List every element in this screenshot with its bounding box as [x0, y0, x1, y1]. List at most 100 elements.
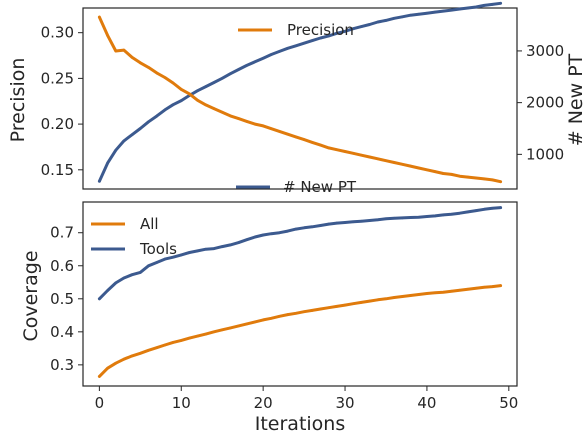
all-point	[401, 295, 404, 298]
new-pt-point	[245, 64, 249, 67]
all-point	[409, 294, 412, 297]
new-pt-point	[482, 4, 486, 7]
precision-tick-label: 0.20	[41, 115, 74, 133]
tools-point	[401, 216, 404, 220]
all-point	[204, 332, 208, 336]
new-pt-point	[442, 9, 445, 13]
precision-point	[311, 141, 314, 144]
precision-point	[466, 175, 470, 179]
new-pt-point	[204, 85, 208, 88]
new-pt-point	[139, 127, 142, 130]
precision-point	[442, 172, 445, 175]
new-pt-legend: # New PT	[236, 178, 357, 196]
new-pt-point	[278, 50, 281, 53]
all-point	[155, 346, 158, 350]
all-point	[220, 328, 224, 332]
precision-point	[237, 117, 240, 120]
new-pt-point	[474, 5, 478, 9]
coverage-legend: All Tools	[91, 215, 177, 258]
tools-point	[417, 215, 421, 219]
precision-point	[122, 48, 126, 52]
new-pt-point	[155, 114, 158, 118]
all-point	[499, 284, 502, 287]
all-point	[384, 297, 388, 301]
all-point	[278, 315, 281, 318]
all-point	[130, 354, 134, 358]
new-pt-axis-ticks: 1000 2000 3000	[517, 42, 564, 163]
precision-point	[319, 143, 322, 147]
all-point	[171, 341, 175, 344]
all-point	[392, 296, 396, 299]
new-pt-point	[384, 19, 388, 22]
all-point	[294, 312, 298, 315]
new-pt-point	[212, 81, 216, 84]
precision-point	[270, 127, 273, 130]
tools-point	[482, 208, 486, 211]
tools-point	[474, 209, 478, 212]
all-point	[417, 293, 421, 296]
precision-series-line	[97, 15, 503, 184]
tools-point	[147, 264, 150, 268]
new-pt-series-line	[97, 1, 503, 183]
new-pt-point	[114, 148, 118, 152]
precision-point	[229, 114, 232, 118]
precision-point	[286, 132, 290, 136]
precision-plot-frame	[82, 7, 518, 190]
precision-point	[335, 148, 339, 151]
new-pt-point	[392, 17, 396, 20]
tools-point	[270, 232, 273, 235]
precision-tick-label: 0.15	[41, 161, 74, 179]
precision-point	[474, 176, 478, 180]
new-pt-point	[466, 6, 470, 10]
precision-point	[368, 155, 371, 159]
coverage-panel-series	[97, 206, 503, 378]
all-point	[114, 361, 118, 365]
new-pt-point	[122, 139, 126, 143]
new-pt-axis-label: # New PT	[565, 53, 587, 146]
tools-point	[302, 226, 306, 230]
all-point	[335, 305, 339, 308]
new-pt-point	[491, 3, 494, 6]
new-pt-point	[220, 77, 224, 80]
all-point	[106, 366, 109, 370]
tools-point	[458, 211, 462, 215]
tools-point	[294, 227, 298, 231]
new-pt-point	[311, 39, 314, 42]
all-point	[180, 339, 183, 342]
precision-point	[139, 61, 142, 65]
tools-point	[319, 224, 322, 227]
iterations-axis-label: Iterations	[255, 413, 346, 435]
precision-point	[278, 130, 281, 133]
precision-point	[409, 164, 412, 168]
precision-point	[499, 180, 502, 183]
tools-point	[360, 219, 363, 223]
precision-point	[343, 150, 347, 153]
tools-point	[343, 221, 347, 224]
all-point	[425, 292, 429, 295]
all-point	[253, 320, 257, 324]
new-pt-point	[409, 13, 412, 17]
all-point	[368, 299, 371, 303]
precision-point	[130, 56, 134, 59]
coverage-tick-label: 0.7	[50, 224, 74, 242]
precision-point	[433, 170, 437, 173]
precision-point	[245, 120, 249, 123]
precision-point	[425, 168, 429, 172]
coverage-tick-label: 0.5	[50, 290, 74, 308]
new-pt-point	[458, 7, 462, 11]
precision-point	[392, 161, 396, 164]
new-pt-point	[196, 89, 199, 92]
new-pt-point	[335, 32, 339, 35]
all-point	[196, 334, 199, 338]
coverage-plot-frame	[82, 201, 518, 387]
new-pt-point	[376, 20, 380, 24]
precision-point	[155, 71, 158, 75]
precision-point	[171, 81, 175, 85]
new-pt-point	[327, 34, 331, 38]
precision-axis-label: Precision	[7, 58, 29, 143]
new-pt-tick-label: 3000	[526, 42, 564, 60]
new-pt-legend-label: # New PT	[283, 178, 357, 196]
precision-point	[163, 76, 167, 79]
coverage-tick-label: 0.6	[50, 257, 74, 275]
